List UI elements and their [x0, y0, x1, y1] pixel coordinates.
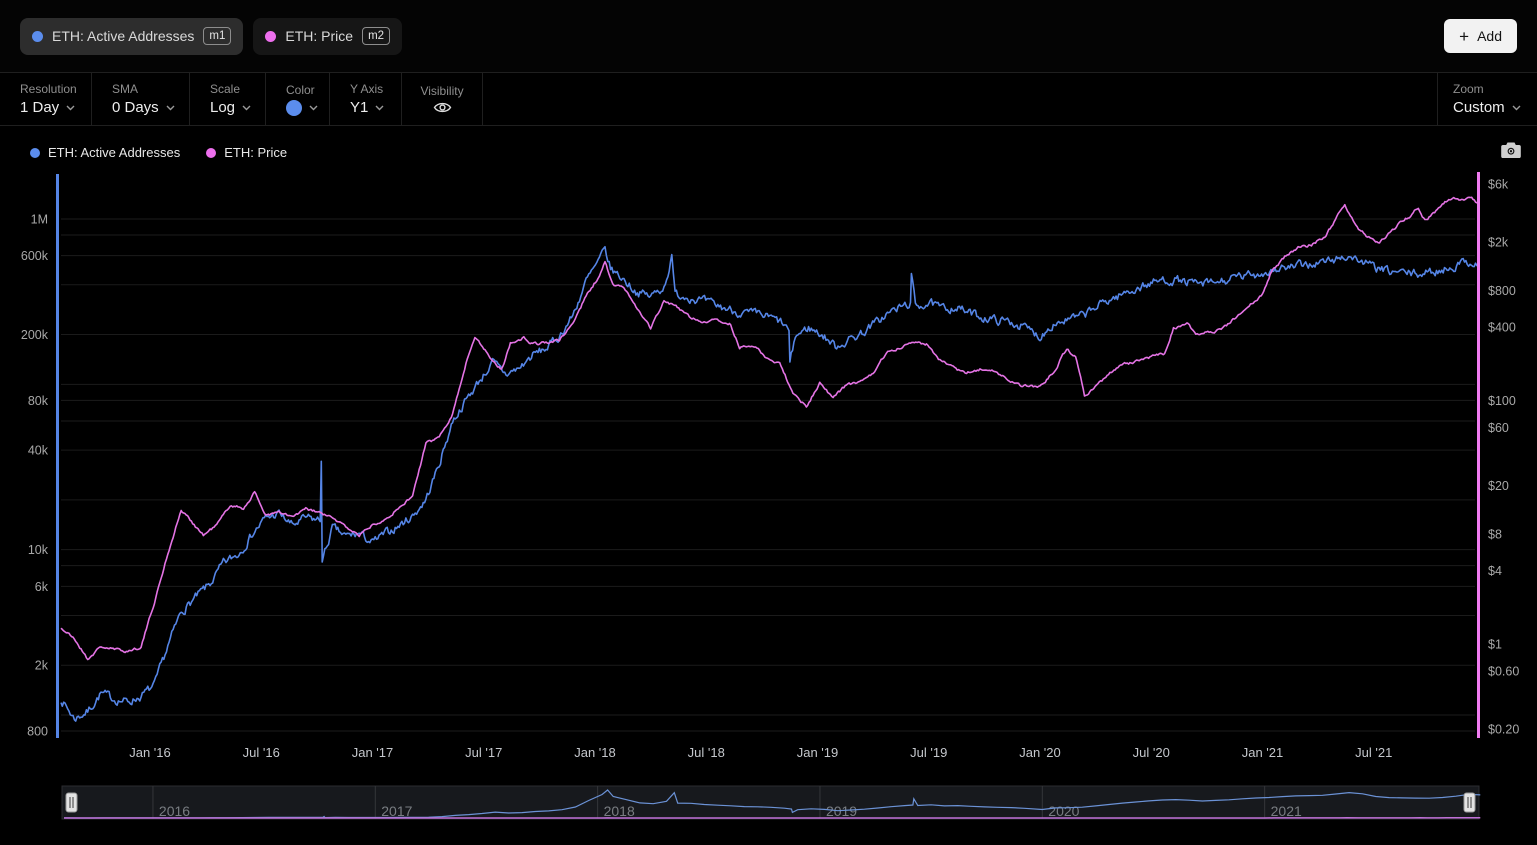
sma-value: 0 Days [112, 99, 159, 116]
right-axis-tick-label: $800 [1488, 284, 1516, 298]
right-axis-tick-label: $400 [1488, 321, 1516, 335]
legend-dot [206, 147, 217, 158]
y-axis-dropdown[interactable]: Y Axis Y1 [330, 73, 402, 125]
right-axis-tick-label: $8 [1488, 527, 1502, 541]
left-axis-tick-label: 6k [35, 580, 49, 594]
visibility-label: Visibility [420, 84, 464, 98]
x-axis-tick-label: Jul '17 [465, 745, 502, 760]
metric-chip-active-addresses[interactable]: ETH: Active Addresses m1 [20, 17, 244, 55]
series-color-swatch [286, 99, 302, 116]
x-axis-tick-label: Jul '19 [910, 745, 947, 760]
scale-value: Log [210, 99, 236, 116]
resolution-dropdown[interactable]: Resolution 1 Day [0, 73, 92, 125]
navigator-year-label: 2018 [604, 803, 635, 819]
left-axis-tick-label: 800 [27, 725, 48, 739]
color-dropdown[interactable]: Color [266, 73, 330, 125]
right-axis-tick-label: $60 [1488, 421, 1509, 435]
navigator-handle-right[interactable] [1463, 792, 1476, 813]
chart-legend: ETH: Active Addresses ETH: Price [30, 145, 287, 160]
right-axis-tick-label: $2k [1488, 236, 1509, 250]
left-axis-tick-label: 600k [21, 249, 49, 263]
scale-dropdown[interactable]: Scale Log [190, 73, 266, 125]
right-axis-tick-label: $4 [1488, 564, 1502, 578]
sma-dropdown[interactable]: SMA 0 Days [92, 73, 190, 125]
right-axis-tick-label: $0.60 [1488, 664, 1519, 678]
metric-chip-badge-m1: m1 [203, 27, 232, 45]
plot-area[interactable] [59, 172, 1477, 738]
chart-toolbar: Resolution 1 Day SMA 0 Days Scale Log Co… [0, 72, 1537, 126]
legend-label: ETH: Price [224, 145, 288, 160]
left-axis-tick-label: 40k [28, 444, 49, 458]
x-axis-tick-label: Jan '21 [1242, 745, 1284, 760]
chevron-down-icon [375, 105, 384, 110]
screenshot-camera-button[interactable] [1496, 139, 1526, 165]
legend-label: ETH: Active Addresses [48, 145, 181, 160]
add-metric-button[interactable]: + Add [1444, 19, 1517, 53]
right-axis-tick-label: $20 [1488, 479, 1509, 493]
left-axis-tick-label: 1M [31, 213, 48, 227]
x-axis-tick-label: Jul '20 [1133, 745, 1170, 760]
x-axis-tick-label: Jan '16 [129, 745, 171, 760]
zoom-label: Zoom [1453, 82, 1484, 96]
top-bar: ETH: Active Addresses m1 ETH: Price m2 +… [0, 0, 1537, 72]
left-axis-tick-label: 10k [28, 543, 49, 557]
metric-chip-label: ETH: Active Addresses [52, 28, 195, 44]
drag-handle-icon [1463, 792, 1476, 813]
metric-chip-badge-m2: m2 [362, 27, 391, 45]
resolution-value: 1 Day [20, 99, 60, 116]
zoom-dropdown[interactable]: Zoom Custom [1437, 73, 1537, 125]
navigator-panel[interactable] [61, 785, 1480, 820]
x-axis-tick-label: Jan '20 [1019, 745, 1061, 760]
price-series-line [60, 196, 1477, 661]
zoom-value: Custom [1453, 99, 1505, 116]
navigator-year-label: 2016 [159, 803, 190, 819]
x-axis-tick-label: Jan '17 [352, 745, 394, 760]
visibility-toggle[interactable]: Visibility [402, 73, 483, 125]
camera-icon [1501, 142, 1521, 158]
y-axis-label: Y Axis [350, 82, 384, 96]
color-label: Color [286, 82, 315, 97]
left-axis-tick-label: 2k [35, 659, 49, 673]
x-axis-tick-label: Jan '19 [797, 745, 839, 760]
navigator-year-label: 2021 [1271, 803, 1302, 819]
chevron-down-icon [166, 105, 175, 110]
navigator-year-label: 2020 [1048, 803, 1079, 819]
right-axis-tick-label: $100 [1488, 394, 1516, 408]
scale-label: Scale [210, 82, 241, 96]
eye-icon [433, 102, 451, 113]
plus-icon: + [1459, 26, 1470, 46]
chevron-down-icon [242, 105, 251, 110]
x-axis-tick-label: Jul '16 [243, 745, 280, 760]
right-axis-tick-label: $0.20 [1488, 723, 1519, 737]
metric-chip-label: ETH: Price [285, 28, 354, 44]
y-axis-value: Y1 [350, 99, 369, 116]
legend-dot [30, 147, 40, 158]
metric-color-dot [32, 30, 43, 42]
left-axis-tick-label: 200k [21, 328, 49, 342]
active-addresses-series-line [60, 245, 1477, 722]
chevron-down-icon [66, 105, 75, 110]
drag-handle-icon [65, 792, 78, 813]
x-axis-tick-label: Jul '18 [688, 745, 725, 760]
navigator-handle-left[interactable] [65, 792, 78, 813]
legend-item-active-addresses[interactable]: ETH: Active Addresses [30, 145, 180, 160]
navigator-year-label: 2017 [381, 803, 412, 819]
x-axis-tick-label: Jul '21 [1355, 745, 1392, 760]
x-axis-tick-label: Jan '18 [574, 745, 616, 760]
resolution-label: Resolution [20, 82, 77, 96]
chevron-down-icon [309, 105, 318, 110]
legend-item-price[interactable]: ETH: Price [206, 145, 287, 160]
chevron-down-icon [1512, 105, 1521, 110]
left-axis-tick-label: 80k [28, 394, 49, 408]
right-axis-tick-label: $1 [1488, 637, 1502, 651]
sma-label: SMA [112, 82, 139, 96]
right-axis-tick-label: $6k [1488, 178, 1509, 192]
add-button-label: Add [1477, 28, 1502, 44]
series-layer [60, 196, 1477, 722]
metric-chip-price[interactable]: ETH: Price m2 [253, 17, 403, 55]
metric-color-dot [265, 30, 277, 42]
